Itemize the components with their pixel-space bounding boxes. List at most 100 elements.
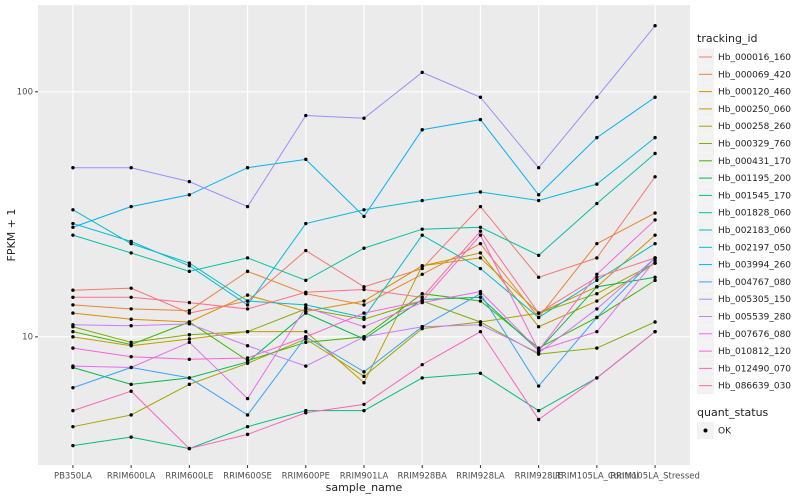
data-point (245, 424, 250, 429)
x-tick-label: RRIM928LA (456, 472, 505, 482)
data-point (71, 408, 75, 413)
data-point (595, 182, 599, 186)
data-point (71, 288, 75, 292)
data-point (653, 218, 657, 222)
data-point (478, 95, 483, 99)
data-point (536, 253, 541, 258)
data-point (536, 348, 541, 353)
data-point (478, 323, 483, 327)
data-point (653, 24, 657, 28)
data-point (595, 315, 599, 320)
data-point (187, 357, 192, 361)
legend-label: Hb_002197_050 (718, 243, 791, 253)
shape-legend-title: quant_status (697, 406, 769, 419)
data-point (595, 376, 599, 380)
x-tick-label: RRIM600LE (165, 472, 213, 482)
data-point (187, 337, 192, 341)
data-point (129, 354, 133, 359)
data-point (478, 295, 483, 300)
data-point (304, 113, 308, 118)
data-point (478, 241, 483, 246)
data-point (362, 246, 366, 250)
data-point (536, 384, 541, 388)
data-point (653, 329, 657, 334)
data-point (653, 233, 657, 237)
data-point (245, 204, 250, 209)
x-tick-label: RRIM600SE (223, 472, 272, 482)
data-point (304, 311, 308, 315)
legend-label: Hb_003994_260 (718, 261, 791, 271)
data-point (245, 166, 250, 170)
data-point (129, 342, 133, 347)
data-point (536, 166, 541, 170)
x-tick-label: RRIM105LA_Stressed (610, 472, 700, 482)
data-point (71, 221, 75, 226)
data-point (362, 285, 366, 289)
data-point (71, 323, 75, 327)
data-point (653, 275, 657, 279)
data-point (362, 311, 366, 315)
data-point (595, 135, 599, 140)
data-point (362, 315, 366, 320)
legend-label: Hb_000258_260 (718, 122, 791, 132)
legend-label: Hb_007676_080 (718, 330, 791, 340)
data-point (129, 389, 133, 393)
x-tick-label: RRIM600LA (107, 472, 156, 482)
shape-legend-label: OK (718, 427, 732, 437)
y-tick-label: 10 (22, 332, 33, 342)
data-point (304, 303, 308, 307)
data-point (245, 256, 250, 260)
data-point (245, 269, 250, 274)
data-point (478, 320, 483, 324)
data-point (478, 256, 483, 260)
data-point (187, 193, 192, 197)
data-point (653, 261, 657, 265)
data-point (129, 365, 133, 370)
data-point (129, 307, 133, 311)
legend-label: Hb_000016_160 (718, 53, 791, 63)
data-point (245, 396, 250, 401)
data-point (71, 443, 75, 448)
data-point (595, 278, 599, 283)
legend-label: Hb_002183_060 (718, 226, 791, 236)
data-point (362, 299, 366, 303)
data-point (187, 264, 192, 268)
data-point (129, 251, 133, 255)
data-point (71, 208, 75, 212)
legend-title: tracking_id (697, 32, 758, 45)
data-point (595, 275, 599, 279)
data-point (478, 329, 483, 334)
data-point (478, 371, 483, 376)
data-point (420, 264, 424, 268)
data-point (420, 362, 424, 367)
data-point (187, 308, 192, 313)
data-point (595, 346, 599, 350)
data-point (536, 315, 541, 320)
data-point (129, 317, 133, 321)
data-point (129, 286, 133, 290)
data-point (129, 435, 133, 439)
data-point (71, 295, 75, 300)
data-point (420, 233, 424, 237)
data-point (245, 413, 250, 417)
points (71, 24, 657, 451)
data-point (362, 214, 366, 219)
data-point (536, 198, 541, 203)
data-point (536, 346, 541, 350)
data-point (595, 95, 599, 99)
data-point (478, 233, 483, 237)
shape-legend-symbol (703, 428, 708, 433)
data-point (362, 116, 366, 120)
data-point (71, 225, 75, 229)
legend-label: Hb_001828_060 (718, 209, 791, 219)
data-point (653, 258, 657, 263)
data-point (187, 446, 192, 451)
data-point (304, 340, 308, 345)
data-point (653, 320, 657, 324)
data-point (187, 376, 192, 380)
data-point (595, 272, 599, 276)
data-point (595, 201, 599, 206)
data-point (536, 408, 541, 413)
data-point (187, 311, 192, 315)
data-point (536, 351, 541, 355)
